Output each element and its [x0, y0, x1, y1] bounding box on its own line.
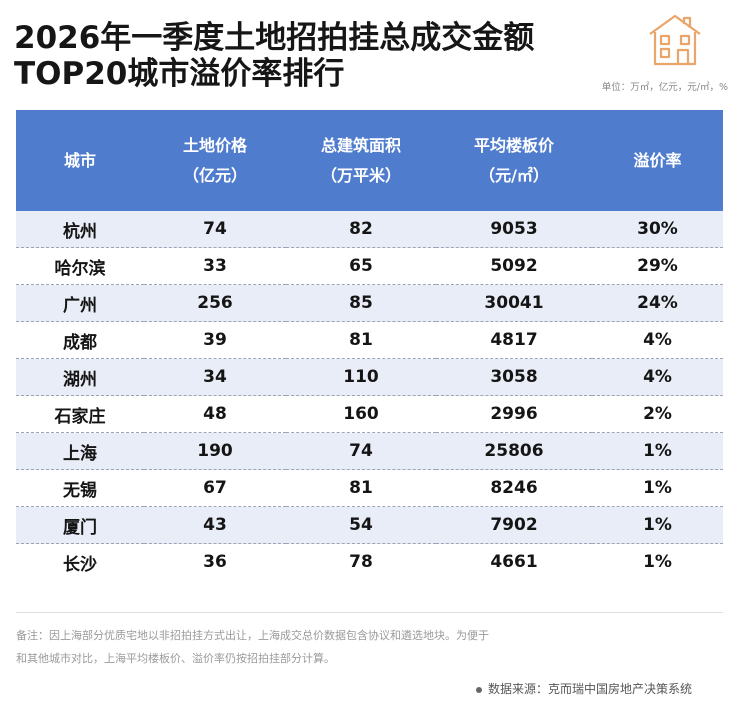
cell-floor-area: 65: [286, 247, 436, 285]
table-row: 广州 256 85 30041 24%: [16, 284, 723, 322]
table-row: 长沙 36 78 4661 1%: [16, 543, 723, 580]
cell-avg-floor-price: 5092: [436, 247, 592, 285]
cell-avg-floor-price: 4817: [436, 321, 592, 359]
column-header-label: 城市: [63, 150, 96, 170]
column-header-city: 城市: [16, 110, 144, 211]
cell-avg-floor-price: 8246: [436, 469, 592, 507]
cell-floor-area: 85: [286, 284, 436, 322]
cell-premium-rate: 24%: [592, 284, 723, 322]
cell-city: 杭州: [16, 211, 144, 248]
column-header-unit: （亿元）: [182, 165, 247, 185]
column-header-premium-rate: 溢价率: [592, 110, 723, 211]
divider: [16, 612, 723, 613]
cell-city: 成都: [16, 321, 144, 359]
cell-premium-rate: 2%: [592, 395, 723, 433]
table-row: 湖州 34 110 3058 4%: [16, 358, 723, 396]
cell-floor-area: 74: [286, 432, 436, 470]
cell-land-price: 74: [144, 211, 286, 248]
title-line-2: TOP20城市溢价率排行: [14, 56, 345, 92]
cell-premium-rate: 30%: [592, 211, 723, 248]
cell-avg-floor-price: 25806: [436, 432, 592, 470]
cell-avg-floor-price: 7902: [436, 506, 592, 544]
cell-floor-area: 110: [286, 358, 436, 396]
column-header-unit: （元/㎡）: [479, 165, 549, 185]
title-line-1: 2026年一季度土地招拍挂总成交金额: [14, 20, 535, 56]
cell-land-price: 67: [144, 469, 286, 507]
table-row: 杭州 74 82 9053 30%: [16, 211, 723, 248]
cell-land-price: 33: [144, 247, 286, 285]
data-source: 数据来源：克而瑞中国房地产决策系统: [475, 680, 692, 697]
footnote-line-2: 和其他城市对比，上海平均楼板价、溢价率仍按招拍挂部分计算。: [16, 652, 335, 665]
cell-land-price: 48: [144, 395, 286, 433]
cell-land-price: 39: [144, 321, 286, 359]
cell-land-price: 43: [144, 506, 286, 544]
cell-avg-floor-price: 3058: [436, 358, 592, 396]
table-row: 厦门 43 54 7902 1%: [16, 506, 723, 544]
cell-city: 哈尔滨: [16, 247, 144, 285]
cell-avg-floor-price: 2996: [436, 395, 592, 433]
table-row: 石家庄 48 160 2996 2%: [16, 395, 723, 433]
column-header-floor-area: 总建筑面积 （万平米）: [286, 110, 436, 211]
column-header-label: 平均楼板价: [473, 135, 554, 155]
cell-floor-area: 81: [286, 321, 436, 359]
cell-avg-floor-price: 9053: [436, 211, 592, 248]
cell-avg-floor-price: 30041: [436, 284, 592, 322]
cell-premium-rate: 1%: [592, 506, 723, 544]
cell-city: 厦门: [16, 506, 144, 544]
column-header-label: 总建筑面积: [320, 135, 401, 155]
column-header-label: 溢价率: [633, 150, 682, 170]
cell-city: 石家庄: [16, 395, 144, 433]
column-header-unit: （万平米）: [320, 165, 401, 185]
cell-premium-rate: 1%: [592, 432, 723, 470]
column-header-avg-floor-price: 平均楼板价 （元/㎡）: [436, 110, 592, 211]
unit-note: 单位：万㎡，亿元，元/㎡，%: [601, 82, 728, 93]
cell-floor-area: 81: [286, 469, 436, 507]
table-row: 哈尔滨 33 65 5092 29%: [16, 247, 723, 285]
cell-city: 湖州: [16, 358, 144, 396]
table-header-row: 城市 土地价格 （亿元） 总建筑面积 （万平米） 平均楼板价 （元/㎡） 溢价率: [16, 110, 723, 211]
footnote: 备注：因上海部分优质宅地以非招拍挂方式出让，上海成交总价数据包含协议和遴选地块。…: [16, 624, 716, 670]
bullet-icon: [475, 686, 482, 693]
page-title: 2026年一季度土地招拍挂总成交金额 TOP20城市溢价率排行: [14, 20, 534, 92]
cell-floor-area: 160: [286, 395, 436, 433]
cell-premium-rate: 1%: [592, 469, 723, 507]
data-source-text: 数据来源：克而瑞中国房地产决策系统: [487, 682, 692, 696]
table-body: 杭州 74 82 9053 30% 哈尔滨 33 65 5092 29% 广州 256 85 30041 2…: [16, 211, 723, 580]
footnote-line-1: 备注：因上海部分优质宅地以非招拍挂方式出让，上海成交总价数据包含协议和遴选地块。…: [16, 629, 489, 642]
cell-city: 无锡: [16, 469, 144, 507]
house-icon: [649, 14, 701, 66]
cell-floor-area: 82: [286, 211, 436, 248]
cell-city: 长沙: [16, 543, 144, 580]
cell-premium-rate: 4%: [592, 358, 723, 396]
cell-floor-area: 78: [286, 543, 436, 580]
cell-land-price: 190: [144, 432, 286, 470]
cell-city: 广州: [16, 284, 144, 322]
cell-premium-rate: 29%: [592, 247, 723, 285]
cell-land-price: 256: [144, 284, 286, 322]
cell-premium-rate: 4%: [592, 321, 723, 359]
table-row: 无锡 67 81 8246 1%: [16, 469, 723, 507]
column-header-label: 土地价格: [182, 135, 247, 155]
cell-floor-area: 54: [286, 506, 436, 544]
table-row: 上海 190 74 25806 1%: [16, 432, 723, 470]
cell-land-price: 34: [144, 358, 286, 396]
cell-city: 上海: [16, 432, 144, 470]
cell-avg-floor-price: 4661: [436, 543, 592, 580]
column-header-land-price: 土地价格 （亿元）: [144, 110, 286, 211]
cell-premium-rate: 1%: [592, 543, 723, 580]
premium-rate-table: 城市 土地价格 （亿元） 总建筑面积 （万平米） 平均楼板价 （元/㎡） 溢价率 杭州 74 82…: [16, 110, 723, 580]
table-row: 成都 39 81 4817 4%: [16, 321, 723, 359]
cell-land-price: 36: [144, 543, 286, 580]
